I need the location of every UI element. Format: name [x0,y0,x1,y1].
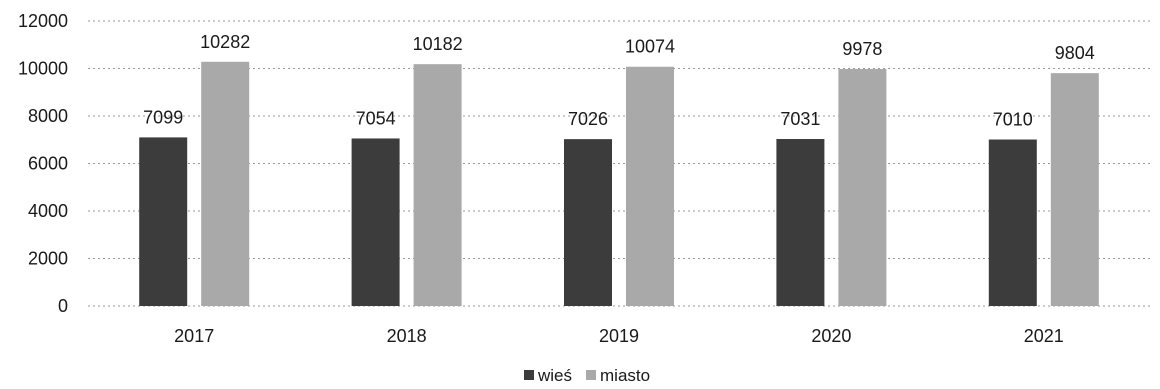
data-label: 9804 [1055,43,1095,63]
bar-2018-wieś [351,138,400,306]
x-axis: 2017 2018 2019 2020 2021 [174,326,1064,346]
bar-2017-miasto [201,61,250,306]
bar-2020-miasto [838,69,887,307]
legend-swatch-miasto [586,370,597,380]
data-label: 10074 [625,37,675,57]
x-tick-label: 2021 [1024,326,1064,346]
y-tick-label: 4000 [28,201,68,221]
x-tick-label: 2017 [174,326,214,346]
data-label: 7026 [568,109,608,129]
y-tick-label: 0 [58,296,68,316]
bar-2021-miasto [1050,73,1099,306]
bar-2019-miasto [626,66,674,307]
bar-2019-wieś [564,139,612,306]
data-label: 7099 [143,107,183,127]
data-label: 10282 [200,32,250,52]
data-label: 10182 [413,34,463,54]
y-axis: 0 2000 4000 6000 8000 10000 12000 [18,11,68,316]
y-tick-label: 2000 [28,249,68,269]
data-label: 7031 [780,109,820,129]
y-tick-label: 6000 [28,154,68,174]
data-label: 7054 [356,108,396,128]
bar-2020-wieś [776,139,825,306]
data-labels: 7099 10282 7054 10182 7026 10074 7031 9978 7010 9… [143,32,1095,130]
legend-swatch-wieś [524,370,534,380]
y-tick-label: 8000 [28,106,68,126]
y-tick-label: 12000 [18,11,68,31]
y-tick-label: 10000 [18,59,68,79]
x-tick-label: 2018 [387,326,427,346]
bar-2018-miasto [413,64,462,307]
bars [139,61,1099,307]
bar-2017-wieś [139,137,188,306]
x-tick-label: 2019 [599,326,639,346]
legend-label-wieś: wieś [537,366,572,385]
x-tick-label: 2020 [811,326,851,346]
legend: wieś miasto [524,366,650,385]
grid-lines [88,20,1150,307]
bar-2021-wieś [988,139,1037,306]
data-label: 9978 [842,39,882,59]
legend-label-miasto: miasto [600,366,650,385]
data-label: 7010 [993,110,1033,130]
